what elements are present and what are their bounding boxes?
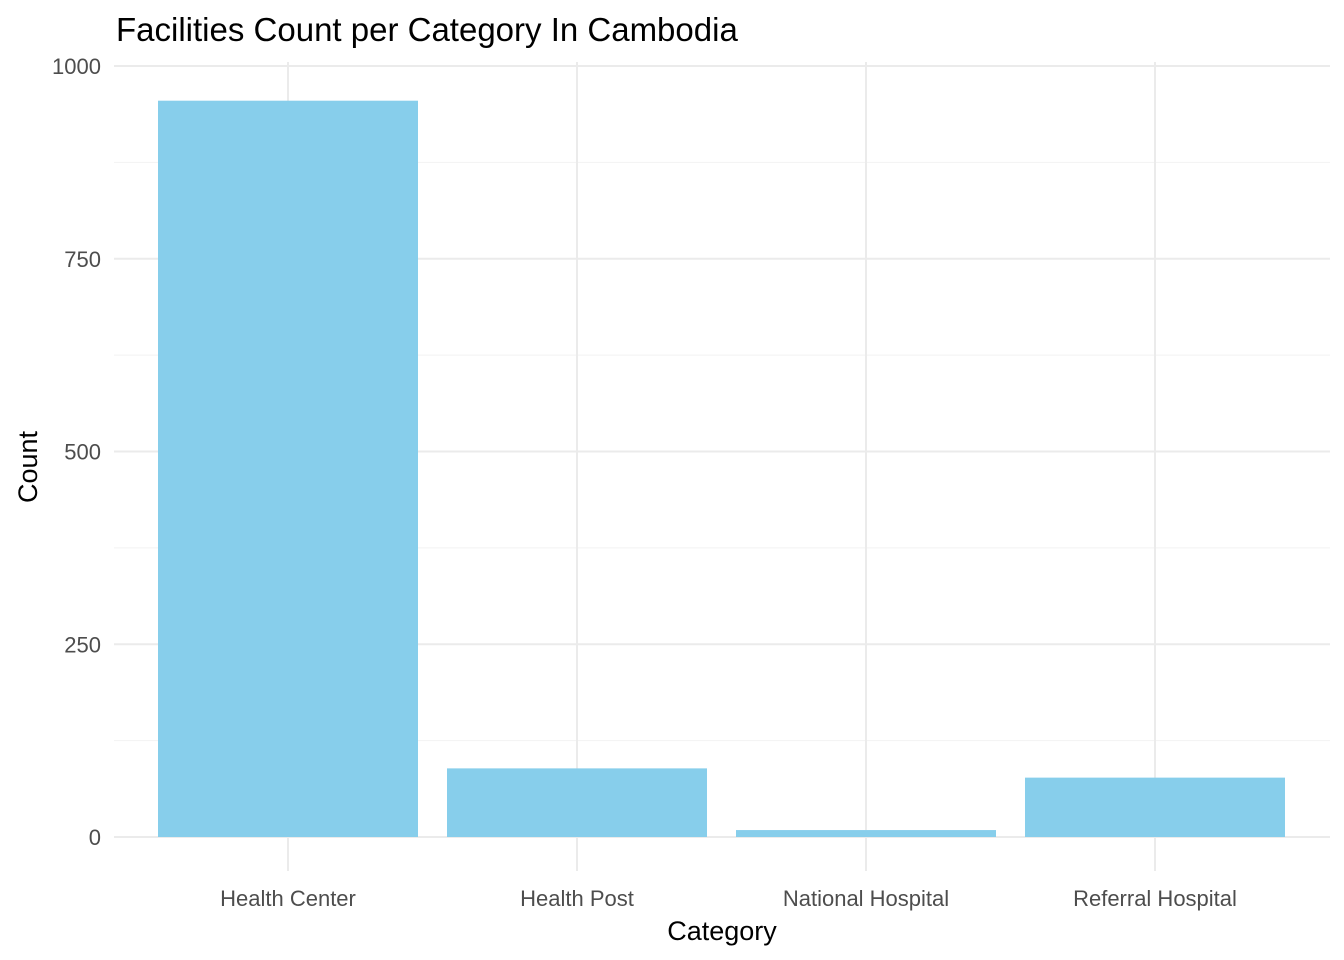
y-tick-label: 750 [64, 247, 101, 272]
bar [447, 768, 707, 837]
y-tick-label: 500 [64, 440, 101, 465]
chart-title: Facilities Count per Category In Cambodi… [116, 11, 738, 48]
x-axis-title: Category [667, 916, 777, 946]
x-tick-label: Referral Hospital [1073, 886, 1237, 911]
x-tick-label: Health Center [220, 886, 356, 911]
x-tick-label: Health Post [520, 886, 634, 911]
bars [158, 100, 1285, 837]
y-tick-label: 250 [64, 632, 101, 657]
bar [736, 830, 996, 837]
bar [158, 100, 418, 837]
y-tick-label: 1000 [52, 54, 101, 79]
y-axis-ticks: 0 250 500 750 1000 [52, 54, 101, 850]
x-axis-ticks: Health Center Health Post National Hospita… [220, 886, 1237, 911]
y-axis-title: Count [13, 430, 43, 503]
bar [1025, 777, 1285, 837]
y-tick-label: 0 [89, 825, 101, 850]
x-tick-label: National Hospital [783, 886, 949, 911]
